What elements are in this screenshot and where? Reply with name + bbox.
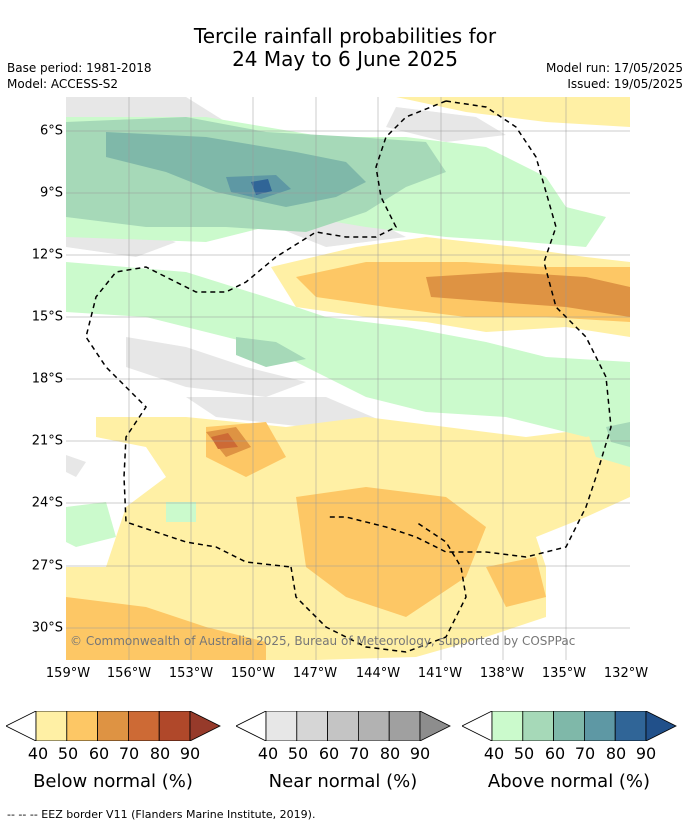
legend-tick: 70 (574, 744, 596, 763)
base-period: Base period: 1981-2018 (7, 61, 152, 75)
map-canvas (66, 97, 630, 660)
lon-label: 159°W (45, 666, 91, 681)
lat-label: 15°S (31, 309, 63, 325)
legend-tick: 50 (513, 744, 535, 763)
issued-date: Issued: 19/05/2025 (567, 77, 683, 91)
lat-label: 6°S (39, 123, 63, 139)
legend-tick: 50 (287, 744, 309, 763)
lat-label: 18°S (31, 371, 63, 387)
legend-tick: 90 (409, 744, 431, 763)
legend-swatch (296, 711, 328, 741)
lon-label: 138°W (479, 666, 525, 681)
legend-tick: 60 (88, 744, 110, 763)
legend-swatch (128, 711, 160, 741)
legend-tick: 80 (379, 744, 401, 763)
lat-label: 27°S (31, 558, 63, 574)
legend-near-colorbar (236, 711, 451, 741)
legend-swatch (491, 711, 524, 741)
legend-tick: 60 (318, 744, 340, 763)
legend-swatch (553, 711, 585, 741)
lon-label: 135°W (541, 666, 587, 681)
meta-right: Model run: 17/05/2025 Issued: 19/05/2025 (546, 60, 683, 92)
legend-below-swatches (35, 711, 191, 741)
legend-tick: 50 (57, 744, 79, 763)
legend-tick: 70 (348, 744, 370, 763)
legend-tick: 90 (179, 744, 201, 763)
legend-near-label: Near normal (%) (268, 771, 418, 792)
lat-label: 24°S (31, 495, 63, 511)
lat-label: 9°S (39, 185, 63, 201)
legend-swatch (614, 711, 647, 741)
lon-label: 153°W (168, 666, 214, 681)
legend-tick: 70 (118, 744, 140, 763)
legend-swatch (265, 711, 298, 741)
lon-label: 141°W (417, 666, 463, 681)
copyright-notice: © Commonwealth of Australia 2025, Bureau… (70, 634, 576, 648)
legend-tick: 40 (27, 744, 49, 763)
model-run: Model run: 17/05/2025 (545, 61, 683, 75)
lat-label: 12°S (31, 247, 63, 263)
eez-footnote: -- -- -- EEZ border V11 (Flanders Marine… (7, 808, 316, 821)
lon-label: 150°W (230, 666, 276, 681)
map-title-line1: Tercile rainfall probabilities for (193, 24, 497, 48)
legend-tick: 80 (605, 744, 627, 763)
legend-swatch (388, 711, 421, 741)
legend-near-swatches (265, 711, 421, 741)
lon-label: 156°W (106, 666, 152, 681)
legend-above-colorbar (462, 711, 677, 741)
legend-below-colorbar (6, 711, 221, 741)
probability-map: © Commonwealth of Australia 2025, Bureau… (66, 97, 630, 660)
eez-borders (85, 100, 612, 653)
legend-above-swatches (491, 711, 647, 741)
above-normal-80 (251, 179, 272, 195)
graticule (66, 97, 630, 660)
legend-tick: 40 (257, 744, 279, 763)
lon-label: 132°W (603, 666, 649, 681)
legend-tick: 80 (149, 744, 171, 763)
legend-swatch (66, 711, 98, 741)
lon-label: 144°W (355, 666, 401, 681)
meta-left: Base period: 1981-2018 Model: ACCESS-S2 (7, 60, 152, 92)
legend-swatch (522, 711, 554, 741)
lat-label: 21°S (31, 433, 63, 449)
legend-swatch (584, 711, 616, 741)
legend-swatch (358, 711, 390, 741)
legend-tick: 90 (635, 744, 657, 763)
legend-swatch (158, 711, 191, 741)
legend-swatch (35, 711, 68, 741)
lon-label: 147°W (292, 666, 338, 681)
legend-below-label: Below normal (%) (33, 771, 193, 792)
lat-label: 30°S (31, 620, 63, 636)
legend-swatch (97, 711, 129, 741)
legend-above-label: Above normal (%) (487, 771, 651, 792)
legend-tick: 60 (544, 744, 566, 763)
map-title-line2: 24 May to 6 June 2025 (232, 47, 458, 71)
legend-swatch (327, 711, 359, 741)
legend-tick: 40 (483, 744, 505, 763)
model-name: Model: ACCESS-S2 (7, 77, 119, 91)
above-normal-60 (106, 132, 366, 207)
